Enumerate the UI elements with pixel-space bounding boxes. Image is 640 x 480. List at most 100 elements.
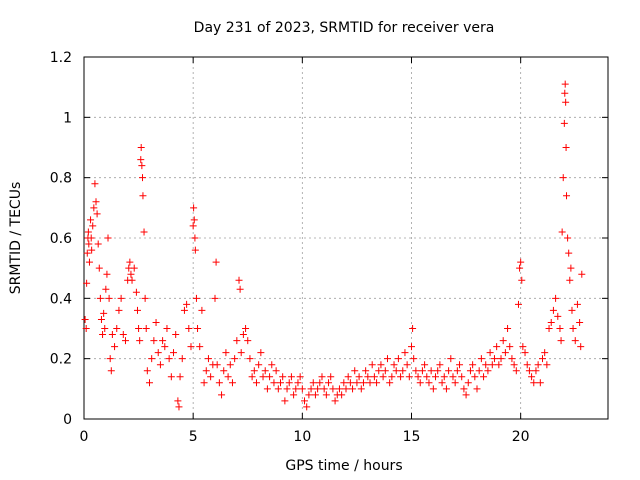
data-point <box>222 349 230 357</box>
data-point <box>163 325 171 332</box>
data-point <box>298 385 306 393</box>
data-point <box>82 325 90 332</box>
data-point <box>346 379 354 387</box>
data-point <box>532 367 540 375</box>
data-point <box>96 294 104 302</box>
x-tick-label: 0 <box>80 429 89 445</box>
data-point <box>101 325 109 332</box>
data-point <box>200 379 208 387</box>
data-point <box>427 367 435 375</box>
y-tick-label: 0.2 <box>50 352 72 368</box>
data-point <box>471 373 479 381</box>
data-point <box>344 373 352 381</box>
data-point <box>215 379 223 387</box>
data-point <box>99 331 107 339</box>
data-point <box>528 373 536 381</box>
data-point <box>244 337 252 345</box>
data-point <box>263 385 271 393</box>
y-tick-label: 1 <box>63 110 72 126</box>
data-point <box>469 361 477 369</box>
data-point <box>204 355 212 363</box>
chart-title: Day 231 of 2023, SRMTID for receiver ver… <box>194 20 495 36</box>
data-point <box>130 264 138 272</box>
data-point <box>106 355 114 363</box>
data-point <box>565 249 573 257</box>
data-point <box>486 349 494 357</box>
data-point <box>388 373 396 381</box>
data-point <box>261 367 269 375</box>
data-point <box>235 276 243 284</box>
data-point <box>156 361 164 369</box>
data-point <box>137 156 145 164</box>
data-point <box>108 331 116 339</box>
data-point <box>105 294 113 302</box>
data-point <box>401 349 409 357</box>
data-point <box>152 318 160 326</box>
data-point <box>146 379 153 387</box>
data-point <box>192 294 200 302</box>
data-point <box>301 397 309 405</box>
data-point <box>140 228 148 236</box>
data-point <box>519 343 527 351</box>
y-tick-label: 0.6 <box>50 231 72 247</box>
data-point <box>255 361 263 369</box>
data-point <box>290 391 298 399</box>
data-point <box>490 355 498 363</box>
data-point <box>104 234 112 242</box>
data-point <box>506 343 514 351</box>
data-point <box>514 300 522 308</box>
y-tick-label: 0.4 <box>50 291 72 307</box>
data-point <box>370 373 378 381</box>
data-point <box>545 325 553 332</box>
data-point <box>414 373 422 381</box>
data-point <box>142 325 150 332</box>
data-point <box>477 355 485 363</box>
data-point <box>117 294 125 302</box>
data-point <box>357 385 365 393</box>
data-point <box>497 355 505 363</box>
data-point <box>447 355 455 363</box>
data-point <box>525 367 533 375</box>
x-tick-label: 10 <box>293 429 311 445</box>
data-point <box>236 285 244 293</box>
data-point <box>440 373 448 381</box>
data-point <box>311 391 319 399</box>
data-point <box>316 379 324 387</box>
data-point <box>386 379 394 387</box>
data-point <box>119 331 127 339</box>
data-point <box>403 361 411 369</box>
data-point <box>270 379 278 387</box>
data-point <box>190 204 198 212</box>
data-point <box>353 379 361 387</box>
data-point <box>309 379 317 387</box>
data-point <box>368 361 376 369</box>
data-point <box>561 89 569 97</box>
data-point <box>111 343 119 351</box>
data-point <box>207 373 215 381</box>
data-point <box>338 391 346 399</box>
data-point <box>89 222 97 230</box>
y-tick-label: 0 <box>63 412 72 428</box>
data-point <box>434 367 442 375</box>
data-point <box>279 373 287 381</box>
data-point <box>268 361 276 369</box>
data-point <box>250 367 258 375</box>
data-point <box>103 270 111 278</box>
data-point <box>189 222 197 230</box>
data-point <box>421 361 429 369</box>
data-point <box>283 385 291 393</box>
data-point <box>92 198 100 206</box>
data-point <box>139 192 147 200</box>
data-point <box>377 361 385 369</box>
grid <box>84 57 608 419</box>
data-point <box>121 337 129 345</box>
data-point <box>517 258 525 266</box>
x-axis-label: GPS time / hours <box>285 458 402 474</box>
data-point <box>566 276 574 284</box>
data-point <box>190 216 198 224</box>
data-point <box>303 403 311 411</box>
data-point <box>242 325 250 332</box>
data-point <box>136 337 144 345</box>
data-point <box>559 174 567 182</box>
